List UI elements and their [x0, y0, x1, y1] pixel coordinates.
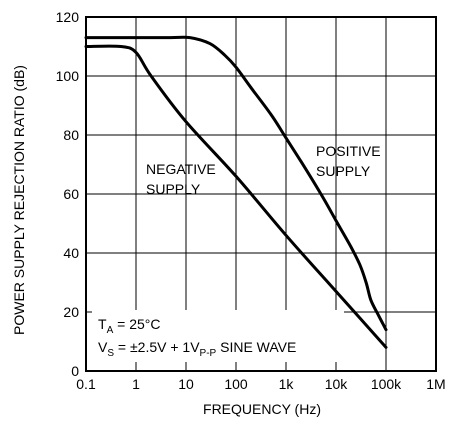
x-tick-label: 10k: [325, 376, 349, 392]
negative-supply-line: [84, 44, 388, 349]
y-tick-labels: 0 20 40 60 80 100 120: [56, 9, 80, 379]
y-tick-label: 100: [56, 68, 80, 84]
x-tick-label: 1k: [279, 376, 295, 392]
x-tick-labels: 0.1 1 10 100 1k 10k 100k 1M: [76, 376, 445, 392]
test-conditions: TA = 25°C VS = ±2.5V + 1VP-P SINE WAVE: [92, 310, 344, 362]
negative-supply-label-line1: NEGATIVE: [146, 161, 216, 177]
y-tick-label: 80: [63, 127, 79, 143]
x-tick-label: 1: [132, 376, 140, 392]
y-tick-label: 60: [63, 186, 79, 202]
conditions-background: [92, 310, 344, 362]
supply-condition: VS = ±2.5V + 1VP-P SINE WAVE: [98, 339, 296, 359]
y-tick-label: 120: [56, 9, 80, 25]
y-tick-label: 20: [63, 304, 79, 320]
y-tick-label: 40: [63, 245, 79, 261]
positive-supply-label-line1: POSITIVE: [316, 143, 381, 159]
x-tick-label: 1M: [426, 376, 445, 392]
positive-supply-line: [84, 35, 388, 332]
x-tick-label: 100k: [371, 376, 402, 392]
temperature-condition: TA = 25°C: [98, 316, 160, 336]
series-lines: [84, 35, 388, 349]
grid-lines: [85, 16, 437, 372]
y-tick-label: 0: [71, 363, 79, 379]
series-labels: POSITIVE SUPPLY NEGATIVE SUPPLY: [146, 143, 381, 197]
x-axis-label: FREQUENCY (Hz): [203, 401, 321, 417]
plot-frame: [85, 16, 437, 372]
y-axis-label: POWER SUPPLY REJECTION RATIO (dB): [11, 65, 27, 335]
x-tick-label: 0.1: [76, 376, 96, 392]
x-tick-label: 100: [224, 376, 248, 392]
negative-supply-label-line2: SUPPLY: [146, 181, 201, 197]
positive-supply-label-line2: SUPPLY: [316, 163, 371, 179]
x-tick-label: 10: [178, 376, 194, 392]
